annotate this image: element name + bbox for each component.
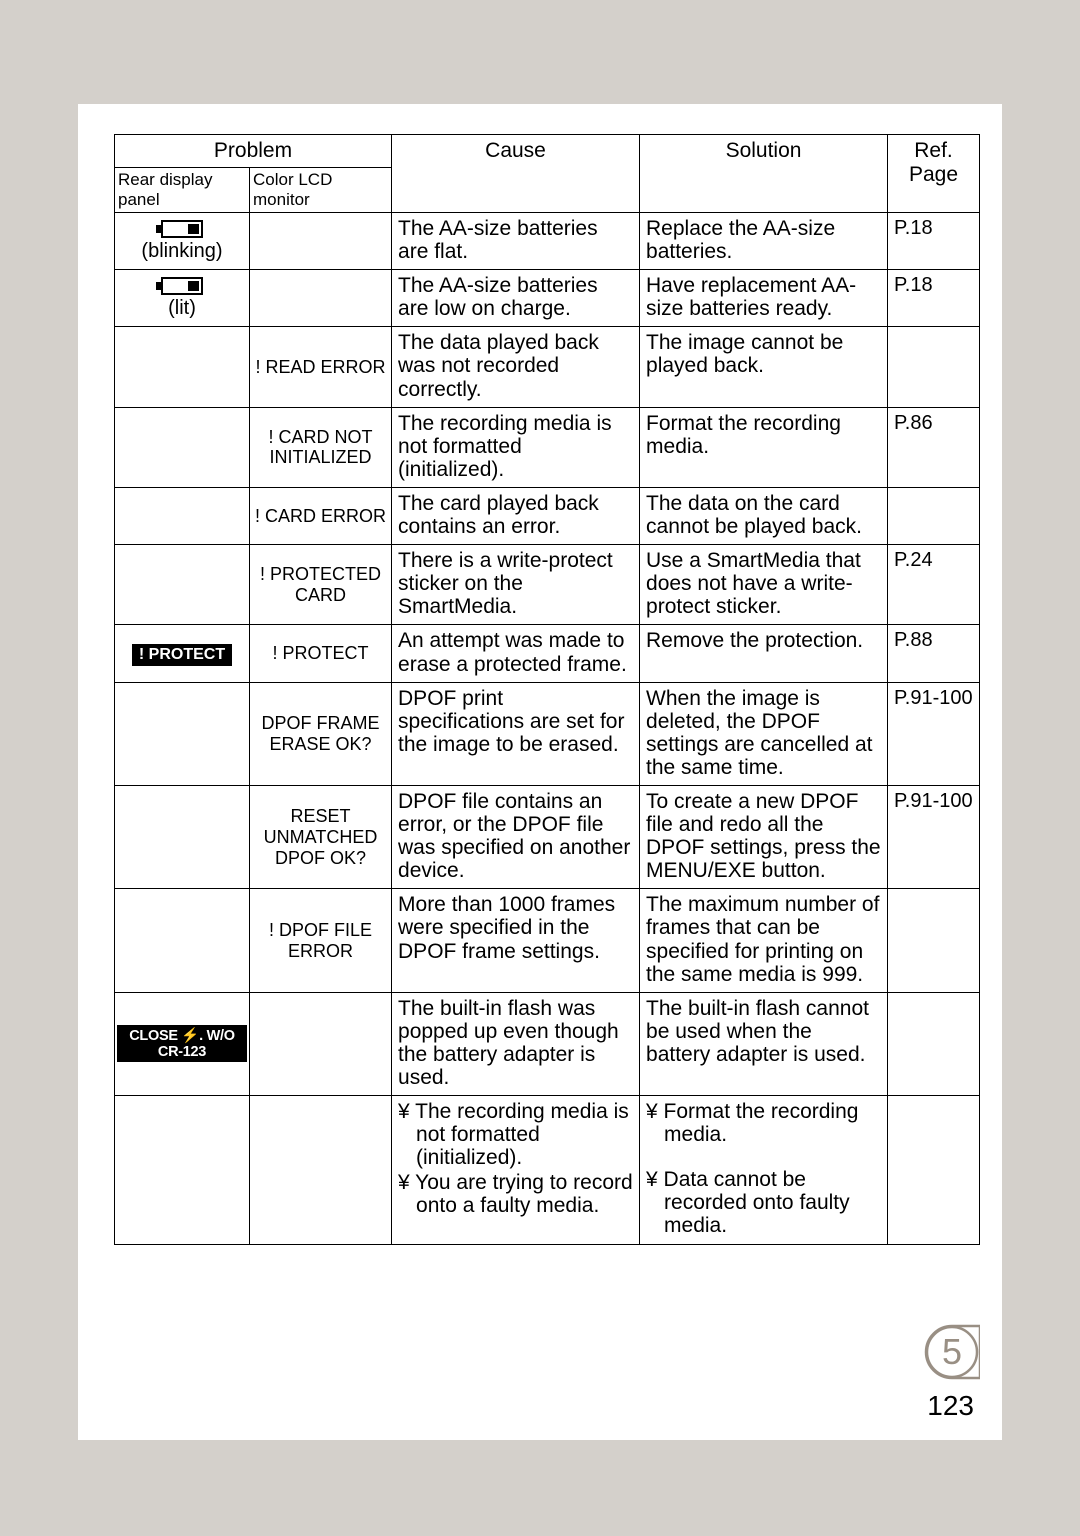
- solution-cell: The maximum number of frames that can be…: [640, 889, 888, 992]
- rear-display-cell: (lit): [115, 270, 250, 327]
- header-cause: Cause: [392, 135, 640, 213]
- troubleshooting-table: Problem Cause Solution Ref. Page Rear di…: [114, 134, 980, 1245]
- rear-display-cell: [115, 1096, 250, 1244]
- ref-page-cell: P.18: [888, 270, 980, 327]
- cause-cell: The AA-size batteries are flat.: [392, 213, 640, 270]
- cause-cell: The data played back was not recorded co…: [392, 327, 640, 407]
- ref-page-cell: [888, 992, 980, 1095]
- ref-page-cell: P.88: [888, 625, 980, 682]
- battery-state-label: (lit): [168, 297, 196, 319]
- list-item: ¥ You are trying to record onto a faulty…: [398, 1171, 633, 1217]
- rear-display-badge: ! PROTECT: [132, 644, 232, 666]
- solution-cell: Format the recording media.: [640, 407, 888, 487]
- rear-display-cell: [115, 545, 250, 625]
- solution-cell: The image cannot be played back.: [640, 327, 888, 407]
- table-row: RESET UNMATCHED DPOF OK?DPOF file contai…: [115, 785, 980, 888]
- rear-display-cell: [115, 889, 250, 992]
- table-row: ! CARD NOT INITIALIZEDThe recording medi…: [115, 407, 980, 487]
- battery-icon: [161, 220, 203, 238]
- table-row: ! PROTECTED CARDThere is a write-protect…: [115, 545, 980, 625]
- solution-cell: The built-in flash cannot be used when t…: [640, 992, 888, 1095]
- cause-cell: DPOF print specifications are set for th…: [392, 682, 640, 785]
- list-item: ¥ The recording media is not formatted (…: [398, 1100, 633, 1169]
- cause-cell: The built-in flash was popped up even th…: [392, 992, 640, 1095]
- cause-cell: An attempt was made to erase a protected…: [392, 625, 640, 682]
- header-solution: Solution: [640, 135, 888, 213]
- solution-cell: Use a SmartMedia that does not have a wr…: [640, 545, 888, 625]
- table-row: (lit) The AA-size batteries are low on ch…: [115, 270, 980, 327]
- ref-page-cell: [888, 889, 980, 992]
- table-row: DPOF FRAME ERASE OK?DPOF print specifica…: [115, 682, 980, 785]
- rear-display-cell: CLOSE ⚡. W/O CR-123: [115, 992, 250, 1095]
- color-lcd-cell: ! PROTECT: [250, 625, 392, 682]
- table-row: ! PROTECT! PROTECTAn attempt was made to…: [115, 625, 980, 682]
- rear-display-badge: CLOSE ⚡. W/O CR-123: [117, 1025, 247, 1062]
- color-lcd-cell: ! CARD NOT INITIALIZED: [250, 407, 392, 487]
- battery-state-label: (blinking): [141, 240, 222, 262]
- cause-cell: The AA-size batteries are low on charge.: [392, 270, 640, 327]
- rear-display-cell: ! PROTECT: [115, 625, 250, 682]
- solution-cell: When the image is deleted, the DPOF sett…: [640, 682, 888, 785]
- table-row: ! DPOF FILE ERRORMore than 1000 frames w…: [115, 889, 980, 992]
- manual-page: Problem Cause Solution Ref. Page Rear di…: [78, 104, 1002, 1440]
- rear-display-cell: [115, 785, 250, 888]
- ref-page-cell: P.18: [888, 213, 980, 270]
- rear-display-cell: (blinking): [115, 213, 250, 270]
- header-problem: Problem: [115, 135, 392, 168]
- ref-page-cell: [888, 327, 980, 407]
- cause-cell: The recording media is not formatted (in…: [392, 407, 640, 487]
- chapter-tab: 5: [924, 1324, 980, 1380]
- color-lcd-cell: ! CARD ERROR: [250, 487, 392, 544]
- ref-page-cell: [888, 1096, 980, 1244]
- ref-page-cell: P.91-100: [888, 682, 980, 785]
- solution-cell: The data on the card cannot be played ba…: [640, 487, 888, 544]
- battery-icon: [161, 277, 203, 295]
- table-row: ! READ ERRORThe data played back was not…: [115, 327, 980, 407]
- table-row: CLOSE ⚡. W/O CR-123 The built-in flash wa…: [115, 992, 980, 1095]
- solution-cell: Have replacement AA-size batteries ready…: [640, 270, 888, 327]
- ref-page-cell: P.24: [888, 545, 980, 625]
- color-lcd-cell: [250, 213, 392, 270]
- cause-cell: DPOF file contains an error, or the DPOF…: [392, 785, 640, 888]
- table-row: ! CARD ERRORThe card played back contain…: [115, 487, 980, 544]
- header-color-lcd: Color LCD monitor: [250, 168, 392, 213]
- color-lcd-cell: [250, 992, 392, 1095]
- solution-cell: Remove the protection.: [640, 625, 888, 682]
- color-lcd-cell: DPOF FRAME ERASE OK?: [250, 682, 392, 785]
- color-lcd-cell: ! READ ERROR: [250, 327, 392, 407]
- rear-display-cell: [115, 327, 250, 407]
- ref-page-cell: P.91-100: [888, 785, 980, 888]
- table-row: ¥ The recording media is not formatted (…: [115, 1096, 980, 1244]
- color-lcd-cell: [250, 270, 392, 327]
- header-ref-page: Ref. Page: [888, 135, 980, 213]
- cause-cell: ¥ The recording media is not formatted (…: [392, 1096, 640, 1244]
- page-number: 123: [927, 1390, 974, 1422]
- ref-page-cell: [888, 487, 980, 544]
- list-item: ¥ Data cannot be recorded onto faulty me…: [646, 1168, 881, 1237]
- cause-cell: There is a write-protect sticker on the …: [392, 545, 640, 625]
- solution-cell: Replace the AA-size batteries.: [640, 213, 888, 270]
- ref-page-cell: P.86: [888, 407, 980, 487]
- cause-cell: The card played back contains an error.: [392, 487, 640, 544]
- list-item: ¥ Format the recording media.: [646, 1100, 881, 1146]
- chapter-number: 5: [924, 1324, 980, 1380]
- color-lcd-cell: RESET UNMATCHED DPOF OK?: [250, 785, 392, 888]
- rear-display-cell: [115, 487, 250, 544]
- color-lcd-cell: ! DPOF FILE ERROR: [250, 889, 392, 992]
- solution-cell: To create a new DPOF file and redo all t…: [640, 785, 888, 888]
- rear-display-cell: [115, 407, 250, 487]
- rear-display-cell: [115, 682, 250, 785]
- color-lcd-cell: ! PROTECTED CARD: [250, 545, 392, 625]
- header-rear-display: Rear display panel: [115, 168, 250, 213]
- solution-cell: ¥ Format the recording media. ¥ Data cann…: [640, 1096, 888, 1244]
- table-row: (blinking) The AA-size batteries are flat…: [115, 213, 980, 270]
- color-lcd-cell: [250, 1096, 392, 1244]
- cause-cell: More than 1000 frames were specified in …: [392, 889, 640, 992]
